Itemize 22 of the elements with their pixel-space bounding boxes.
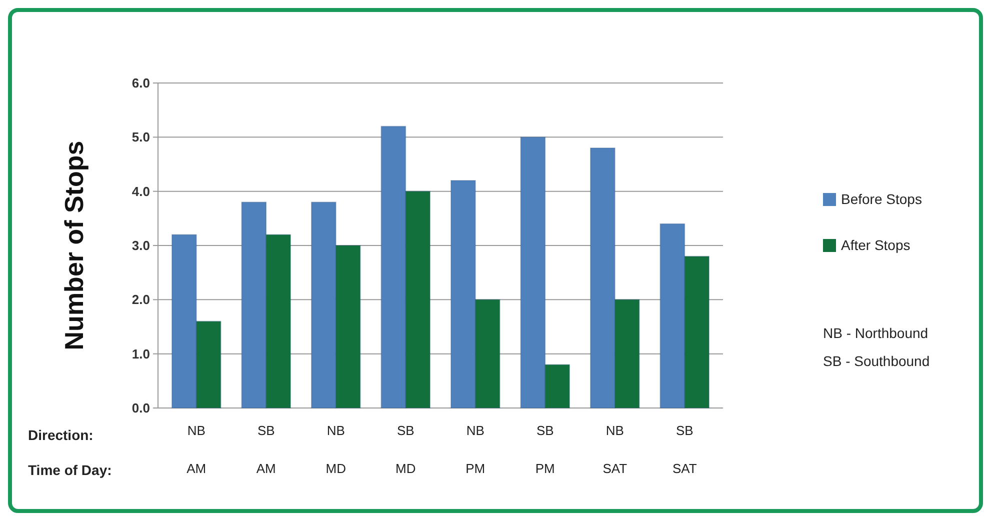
text: SB - Southbound bbox=[823, 353, 930, 369]
y-tick-label: 6.0 bbox=[132, 76, 150, 91]
text: Time of Day: bbox=[28, 462, 112, 478]
category-label: SB MD bbox=[396, 423, 416, 476]
legend-label: After Stops bbox=[841, 237, 910, 253]
y-tick-label: 2.0 bbox=[132, 292, 150, 308]
category-label: NB SAT bbox=[602, 423, 628, 476]
category-label: NB AM bbox=[186, 423, 206, 476]
y-tick-label: 3.0 bbox=[132, 238, 150, 254]
y-tick-label: 5.0 bbox=[132, 130, 150, 145]
y-tick-label: 0.0 bbox=[132, 400, 150, 416]
category-label: NB PM bbox=[466, 423, 486, 476]
legend-label: Before Stops bbox=[841, 191, 922, 207]
text: Direction: bbox=[28, 427, 94, 443]
text: NB - Northbound bbox=[823, 325, 928, 341]
category-label: NB MD bbox=[326, 423, 346, 476]
y-tick-label: 1.0 bbox=[132, 346, 150, 362]
category-label: SB AM bbox=[256, 423, 276, 476]
category-label: SB PM bbox=[535, 423, 555, 476]
y-tick-label: 4.0 bbox=[132, 184, 150, 199]
y-axis-title: Number of Stops bbox=[59, 140, 89, 350]
category-label: SB SAT bbox=[672, 423, 697, 476]
